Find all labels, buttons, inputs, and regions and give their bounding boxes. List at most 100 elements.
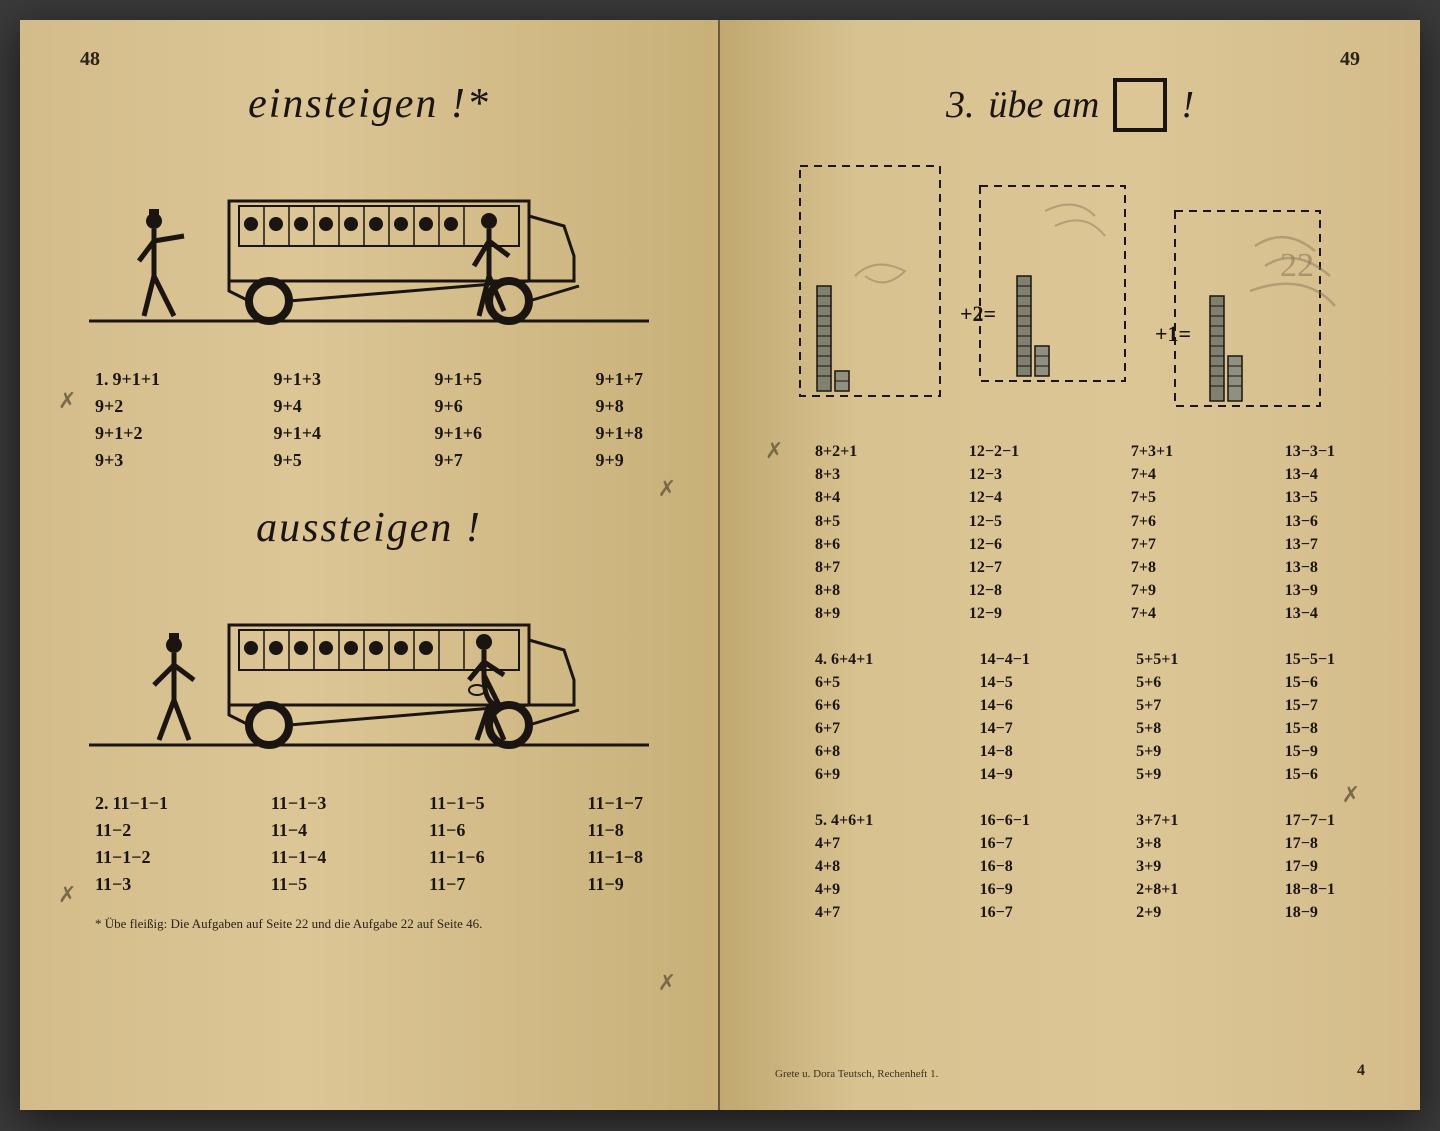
ex-row: 3+9 xyxy=(1136,855,1178,878)
ex-row: 13−6 xyxy=(1285,510,1335,533)
ex-row: 7+5 xyxy=(1131,486,1173,509)
ex-row: 11−5 xyxy=(271,871,327,898)
ex-row: 14−8 xyxy=(980,740,1030,763)
counting-blocks-diagram: +2= +1= 22 xyxy=(775,156,1365,416)
exercise-number: 1. xyxy=(95,369,109,389)
left-page: 48 einsteigen !* xyxy=(20,20,720,1110)
ex-row: 6+6 xyxy=(815,694,873,717)
ex-row: 7+9 xyxy=(1131,579,1173,602)
footer-credit: Grete u. Dora Teutsch, Rechenheft 1. xyxy=(775,1068,938,1080)
ex-row: 11−1−3 xyxy=(271,790,327,817)
exercise-3: 8+2+1 8+3 8+4 8+5 8+6 8+7 8+8 8+9 12−2−1… xyxy=(815,440,1335,626)
ex-row: 14−4−1 xyxy=(980,648,1030,671)
ex-row: 13−4 xyxy=(1285,602,1335,625)
ex-row: 14−5 xyxy=(980,671,1030,694)
ex-row: 9+1+7 xyxy=(595,366,643,393)
title-aussteigen: aussteigen ! xyxy=(75,504,663,552)
ex-row: 9+1+4 xyxy=(273,420,321,447)
page-number-left: 48 xyxy=(80,48,100,71)
blocks-svg: +2= +1= 22 xyxy=(775,156,1365,416)
exercise-col: 9+1+3 9+4 9+1+4 9+5 xyxy=(273,366,321,474)
ex-row: 11−1−8 xyxy=(587,844,643,871)
ex-row: 7+6 xyxy=(1131,510,1173,533)
ex-row: 8+4 xyxy=(815,486,857,509)
exercise-number: 5. xyxy=(815,812,827,829)
block-label-1: +2= xyxy=(960,301,996,326)
exercise-number: 4. xyxy=(815,651,827,668)
ex-row: 8+2+1 xyxy=(815,440,857,463)
ex-row: 12−5 xyxy=(969,510,1019,533)
book-spread: 48 einsteigen !* xyxy=(20,20,1420,1110)
exercise-col: 4.6+4+1 6+5 6+6 6+7 6+8 6+9 xyxy=(815,648,873,787)
ex-row: 11−4 xyxy=(271,817,327,844)
exercise-col: 8+2+1 8+3 8+4 8+5 8+6 8+7 8+8 8+9 xyxy=(815,440,857,626)
ex-row: 15−7 xyxy=(1285,694,1335,717)
ex-row: 9+9 xyxy=(595,447,643,474)
ex-row: 12−6 xyxy=(969,533,1019,556)
ex-row: 9+5 xyxy=(273,447,321,474)
ex-row: 4+7 xyxy=(815,901,873,924)
ex-row: 7+8 xyxy=(1131,556,1173,579)
ex-row: 16−7 xyxy=(980,901,1030,924)
ex-row: 9+1+8 xyxy=(595,420,643,447)
exercise-5: 5.4+6+1 4+7 4+8 4+9 4+7 16−6−1 16−7 16−8… xyxy=(815,809,1335,925)
ex-row: 11−3 xyxy=(95,871,168,898)
ex-row: 11−1−6 xyxy=(429,844,485,871)
ex-row: 14−9 xyxy=(980,763,1030,786)
exercise-col: 2.11−1−1 11−2 11−1−2 11−3 xyxy=(95,790,168,898)
exercise-col: 3+7+1 3+8 3+9 2+8+1 2+9 xyxy=(1136,809,1178,925)
ex-row: 14−6 xyxy=(980,694,1030,717)
ex-row: 11−9 xyxy=(587,871,643,898)
ex-row: 16−6−1 xyxy=(980,809,1030,832)
ex-row: 5.4+6+1 xyxy=(815,809,873,832)
ex-row: 11−2 xyxy=(95,817,168,844)
ex-row: 8+8 xyxy=(815,579,857,602)
ex-row: 4+7 xyxy=(815,832,873,855)
ex-row: 7+7 xyxy=(1131,533,1173,556)
exercise-col: 14−4−1 14−5 14−6 14−7 14−8 14−9 xyxy=(980,648,1030,787)
pencil-mark: ✗ xyxy=(58,388,76,414)
exercise-2: 2.11−1−1 11−2 11−1−2 11−3 11−1−3 11−4 11… xyxy=(95,790,643,898)
ex-row: 8+7 xyxy=(815,556,857,579)
ex-row: 13−8 xyxy=(1285,556,1335,579)
exercise-col: 16−6−1 16−7 16−8 16−9 16−7 xyxy=(980,809,1030,925)
ex-row: 8+6 xyxy=(815,533,857,556)
exercise-col: 9+1+7 9+8 9+1+8 9+9 xyxy=(595,366,643,474)
pencil-mark: ✗ xyxy=(658,970,676,996)
ex-row: 17−7−1 xyxy=(1285,809,1335,832)
exercise-col: 7+3+1 7+4 7+5 7+6 7+7 7+8 7+9 7+4 xyxy=(1131,440,1173,626)
right-page: 49 3. übe am ! +2= +1= xyxy=(720,20,1420,1110)
ex-row: 9+4 xyxy=(273,393,321,420)
ex-row: 18−8−1 xyxy=(1285,878,1335,901)
ex-row: 13−3−1 xyxy=(1285,440,1335,463)
pencil-scribble: 22 xyxy=(1280,247,1314,284)
heading-exclaim: ! xyxy=(1181,83,1194,127)
pencil-mark: ✗ xyxy=(765,438,783,464)
exercise-col: 11−1−5 11−6 11−1−6 11−7 xyxy=(429,790,485,898)
ex-row: 7+4 xyxy=(1131,463,1173,486)
bus-alighting-illustration xyxy=(75,570,663,770)
bus-boarding-illustration xyxy=(75,146,663,346)
ex-row: 17−9 xyxy=(1285,855,1335,878)
ex-row: 9+1+2 xyxy=(95,420,160,447)
ex-row: 8+3 xyxy=(815,463,857,486)
ex-row: 12−9 xyxy=(969,602,1019,625)
ex-row: 12−7 xyxy=(969,556,1019,579)
ex-row: 7+4 xyxy=(1131,602,1173,625)
ex-row: 15−5−1 xyxy=(1285,648,1335,671)
exercise-col: 5.4+6+1 4+7 4+8 4+9 4+7 xyxy=(815,809,873,925)
ex-row: 1.9+1+1 xyxy=(95,366,160,393)
exercise-col: 1.9+1+1 9+2 9+1+2 9+3 xyxy=(95,366,160,474)
ex-row: 9+1+3 xyxy=(273,366,321,393)
ex-row: 5+9 xyxy=(1136,740,1178,763)
ex-row: 9+6 xyxy=(434,393,482,420)
exercise-4: 4.6+4+1 6+5 6+6 6+7 6+8 6+9 14−4−1 14−5 … xyxy=(815,648,1335,787)
ex-row: 5+5+1 xyxy=(1136,648,1178,671)
exercise-1: 1.9+1+1 9+2 9+1+2 9+3 9+1+3 9+4 9+1+4 9+… xyxy=(95,366,643,474)
ex-row: 15−6 xyxy=(1285,763,1335,786)
ex-row: 3+8 xyxy=(1136,832,1178,855)
ex-row: 3+7+1 xyxy=(1136,809,1178,832)
ex-row: 5+9 xyxy=(1136,763,1178,786)
ex-row: 13−7 xyxy=(1285,533,1335,556)
exercise-col: 15−5−1 15−6 15−7 15−8 15−9 15−6 xyxy=(1285,648,1335,787)
